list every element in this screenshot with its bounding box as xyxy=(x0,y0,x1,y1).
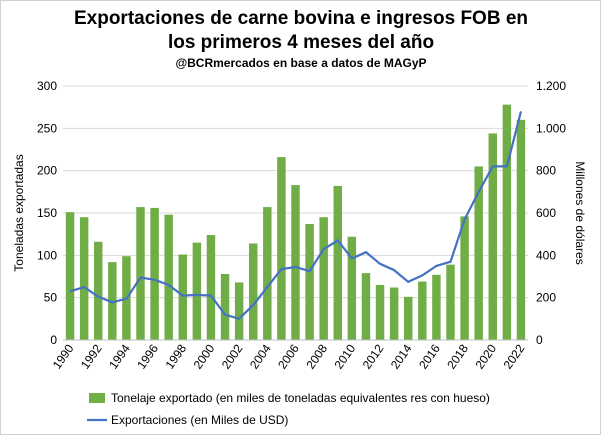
bar xyxy=(418,281,427,340)
y2-tick-label: 200 xyxy=(536,291,556,305)
bar xyxy=(446,264,455,340)
bar xyxy=(277,157,286,340)
x-tick-label: 2012 xyxy=(360,341,387,371)
legend-label: Tonelaje exportado (en miles de tonelada… xyxy=(111,391,490,405)
bar xyxy=(178,254,187,340)
bar xyxy=(502,104,512,340)
x-tick-label: 2010 xyxy=(332,341,359,371)
y-tick-label: 50 xyxy=(44,291,58,305)
x-tick-label: 2006 xyxy=(275,341,302,371)
bar xyxy=(108,262,117,340)
bar xyxy=(192,242,202,340)
x-tick-label: 2020 xyxy=(472,341,499,371)
bar xyxy=(361,273,371,340)
bar xyxy=(94,241,103,340)
chart-title: Exportaciones de carne bovina e ingresos… xyxy=(73,8,529,53)
bar xyxy=(375,284,385,340)
x-tick-label: 1992 xyxy=(78,341,105,371)
bar xyxy=(164,214,173,340)
y2-tick-label: 800 xyxy=(536,164,556,178)
x-tick-label: 2014 xyxy=(388,341,415,371)
x-tick-label: 2000 xyxy=(191,341,218,371)
bar xyxy=(263,207,272,340)
bar xyxy=(389,287,399,340)
y-axis-label: Toneladas exportadas xyxy=(12,154,26,271)
y-tick-label: 0 xyxy=(50,333,57,347)
x-tick-label: 2002 xyxy=(219,341,246,371)
bar xyxy=(319,217,328,340)
bar xyxy=(291,185,300,340)
bar xyxy=(404,296,413,340)
bar xyxy=(333,185,342,340)
bar xyxy=(234,282,244,340)
bar xyxy=(79,217,89,340)
x-tick-label: 1996 xyxy=(134,341,161,371)
y-tick-label: 100 xyxy=(37,248,57,262)
x-tick-label: 2008 xyxy=(303,341,330,371)
bar xyxy=(206,235,216,340)
x-tick-label: 1998 xyxy=(162,341,189,371)
bar xyxy=(150,207,159,340)
bar xyxy=(249,243,258,340)
y2-tick-label: 1.200 xyxy=(536,79,566,93)
bar xyxy=(65,212,75,340)
y-tick-label: 200 xyxy=(37,164,57,178)
bar xyxy=(347,236,357,340)
bar xyxy=(488,133,497,340)
y-tick-label: 250 xyxy=(37,121,57,135)
legend-swatch xyxy=(89,393,105,403)
chart-subtitle: @BCRmercados en base a datos de MAGyP xyxy=(175,56,427,70)
x-tick-label: 1994 xyxy=(106,341,133,371)
x-tick-label: 2016 xyxy=(416,341,443,371)
bar xyxy=(305,224,314,340)
x-tick-label: 2018 xyxy=(444,341,471,371)
legend-label: Exportaciones (en Miles de USD) xyxy=(111,413,288,427)
bar xyxy=(136,207,145,340)
y2-tick-label: 600 xyxy=(536,206,556,220)
y2-tick-label: 0 xyxy=(536,333,543,347)
x-tick-label: 2022 xyxy=(501,341,528,371)
y2-tick-label: 1.000 xyxy=(536,121,566,135)
y-tick-label: 150 xyxy=(37,206,57,220)
bar xyxy=(220,273,230,340)
bar xyxy=(474,166,483,340)
bar xyxy=(432,274,441,340)
bar xyxy=(516,119,526,340)
x-tick-label: 2004 xyxy=(247,341,274,371)
line xyxy=(69,111,523,321)
bar xyxy=(460,216,469,340)
y2-tick-label: 400 xyxy=(536,248,556,262)
y-tick-label: 300 xyxy=(37,79,57,93)
y2-axis-label: Millones de dólares xyxy=(573,161,587,264)
